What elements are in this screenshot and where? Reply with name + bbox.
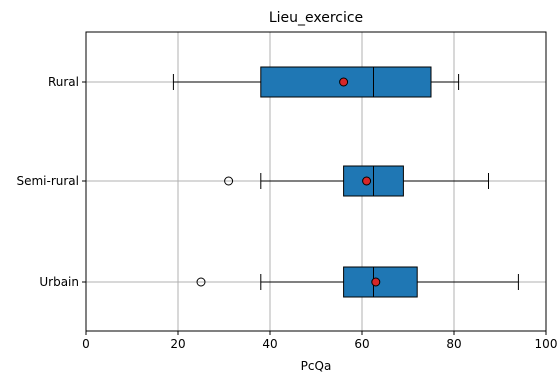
chart-title: Lieu_exercice	[269, 10, 363, 26]
y-tick-label: Urbain	[39, 275, 79, 289]
y-tick-label: Semi-rural	[16, 174, 79, 188]
y-tick-label: Rural	[48, 75, 79, 89]
x-axis-label: PcQa	[301, 359, 332, 373]
mean-marker	[339, 77, 349, 87]
x-tick-label: 80	[446, 337, 461, 351]
outlier-point	[196, 277, 206, 287]
box-group-semi-rural	[224, 165, 489, 197]
x-tick-label: 100	[535, 337, 558, 351]
box-group-rural	[172, 66, 460, 98]
outlier-point	[224, 176, 234, 186]
x-tick-label: 0	[82, 337, 90, 351]
box-marks	[172, 66, 519, 298]
box-group-urbain	[196, 266, 519, 298]
x-tick-label: 40	[262, 337, 277, 351]
mean-marker	[362, 176, 372, 186]
y-axis-ticks: Rural Semi-rural Urbain	[16, 75, 86, 289]
iqr-box	[343, 266, 418, 298]
x-axis-ticks: 0 20 40 60 80 100	[82, 331, 557, 351]
mean-marker	[371, 277, 381, 287]
x-tick-label: 60	[354, 337, 369, 351]
x-tick-label: 20	[170, 337, 185, 351]
